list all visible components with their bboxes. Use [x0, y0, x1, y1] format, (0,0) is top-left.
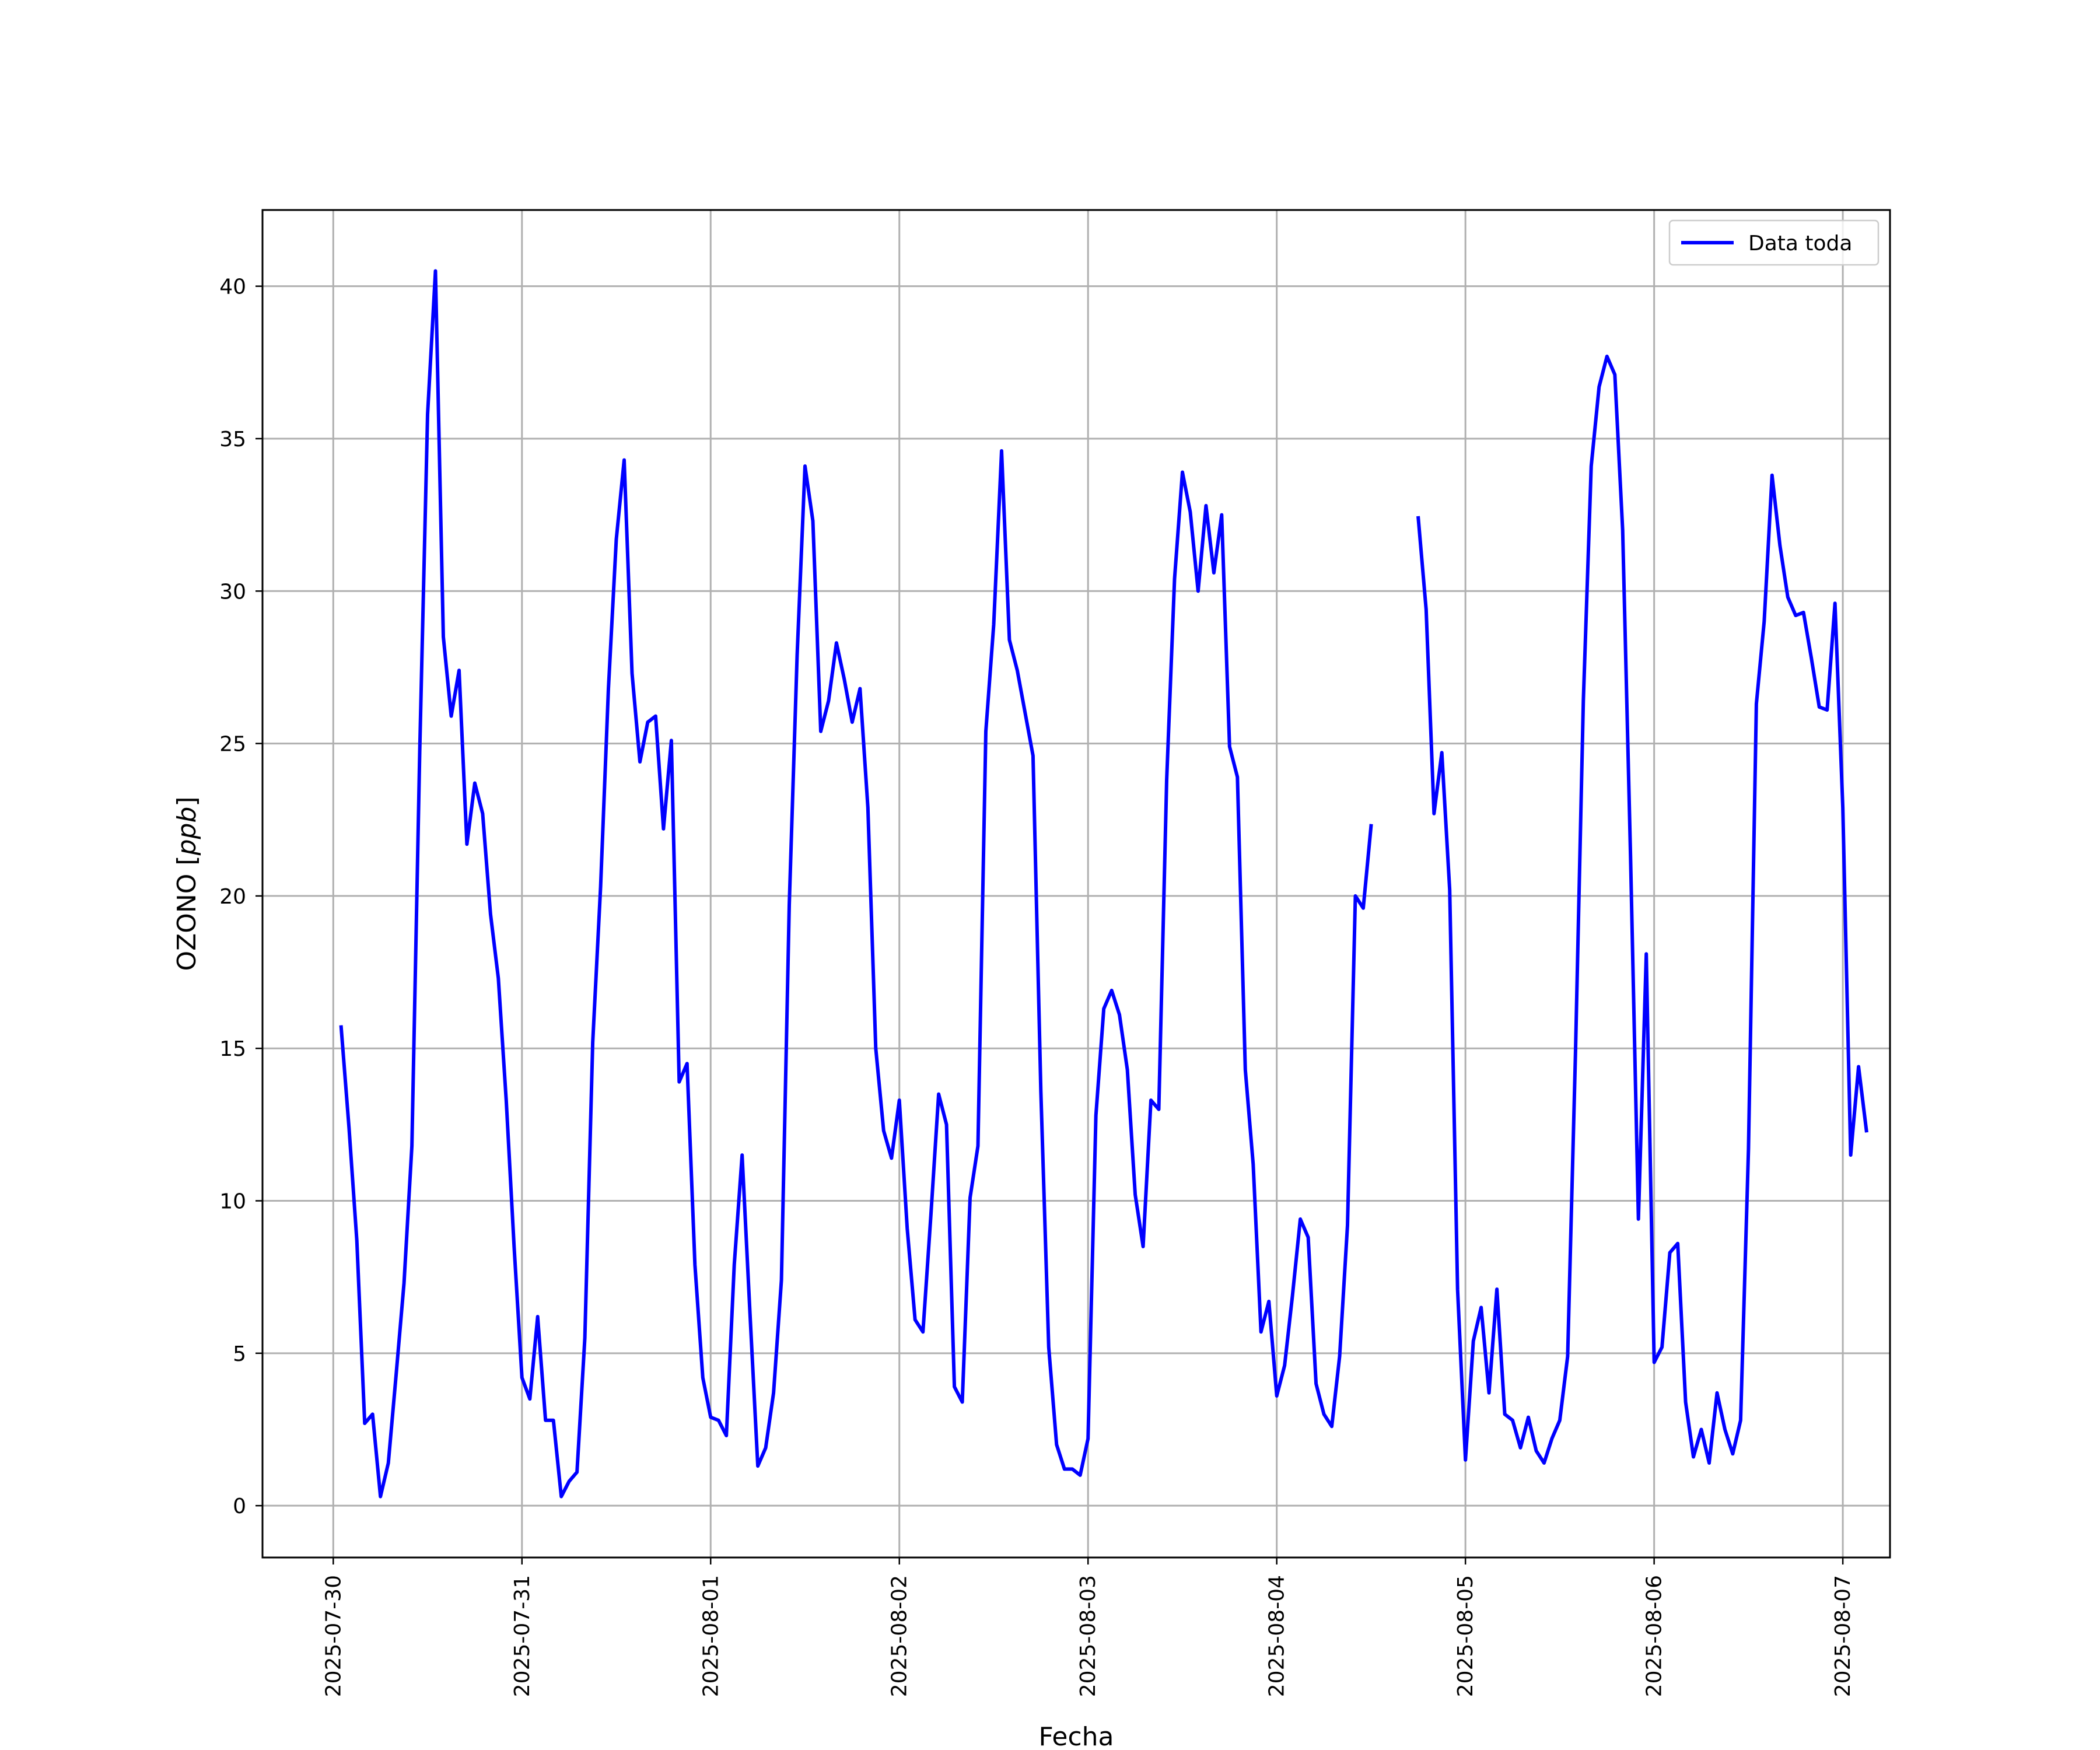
y-axis-unit-open: [ [172, 855, 202, 865]
y-tick-label: 20 [219, 885, 246, 909]
x-tick-label: 2025-08-04 [1265, 1575, 1289, 1697]
x-tick-label: 2025-08-05 [1454, 1575, 1478, 1697]
y-axis-title-main: OZONO [172, 866, 202, 971]
x-tick-label: 2025-07-30 [321, 1575, 345, 1697]
series-line-data-toda [339, 269, 1868, 1499]
legend-label: Data toda [1748, 232, 1852, 256]
y-axis-unit: ppb [172, 807, 202, 856]
y-tick-label: 15 [219, 1037, 246, 1061]
y-axis-title: OZONO [ppb] [172, 796, 202, 971]
series-layer [339, 269, 1868, 1499]
x-tick-label: 2025-07-31 [510, 1575, 534, 1697]
legend: Data toda [1668, 219, 1880, 266]
x-tick-label: 2025-08-07 [1831, 1575, 1855, 1697]
x-tick-label: 2025-08-03 [1076, 1575, 1100, 1697]
x-tick-label: 2025-08-02 [888, 1575, 912, 1697]
y-axis-unit-close: ] [172, 796, 202, 806]
x-tick-label: 2025-08-01 [699, 1575, 723, 1697]
x-tick-label: 2025-08-06 [1643, 1575, 1667, 1697]
legend-box [1668, 219, 1880, 266]
x-axis: 2025-07-30 2025-07-31 2025-08-01 2025-08-02… [321, 1558, 1855, 1697]
grid-lines [262, 210, 1890, 1558]
y-tick-label: 25 [219, 733, 246, 757]
y-tick-label: 10 [219, 1190, 246, 1214]
x-axis-title: Fecha [1038, 1722, 1114, 1750]
y-tick-label: 0 [233, 1494, 246, 1518]
y-tick-label: 5 [233, 1342, 246, 1366]
y-tick-label: 35 [219, 428, 246, 452]
y-tick-label: 40 [219, 275, 246, 299]
y-tick-label: 30 [219, 580, 246, 604]
y-axis: 0 5 10 15 20 25 30 35 40 [219, 275, 262, 1518]
plot-frame [261, 209, 1891, 1559]
